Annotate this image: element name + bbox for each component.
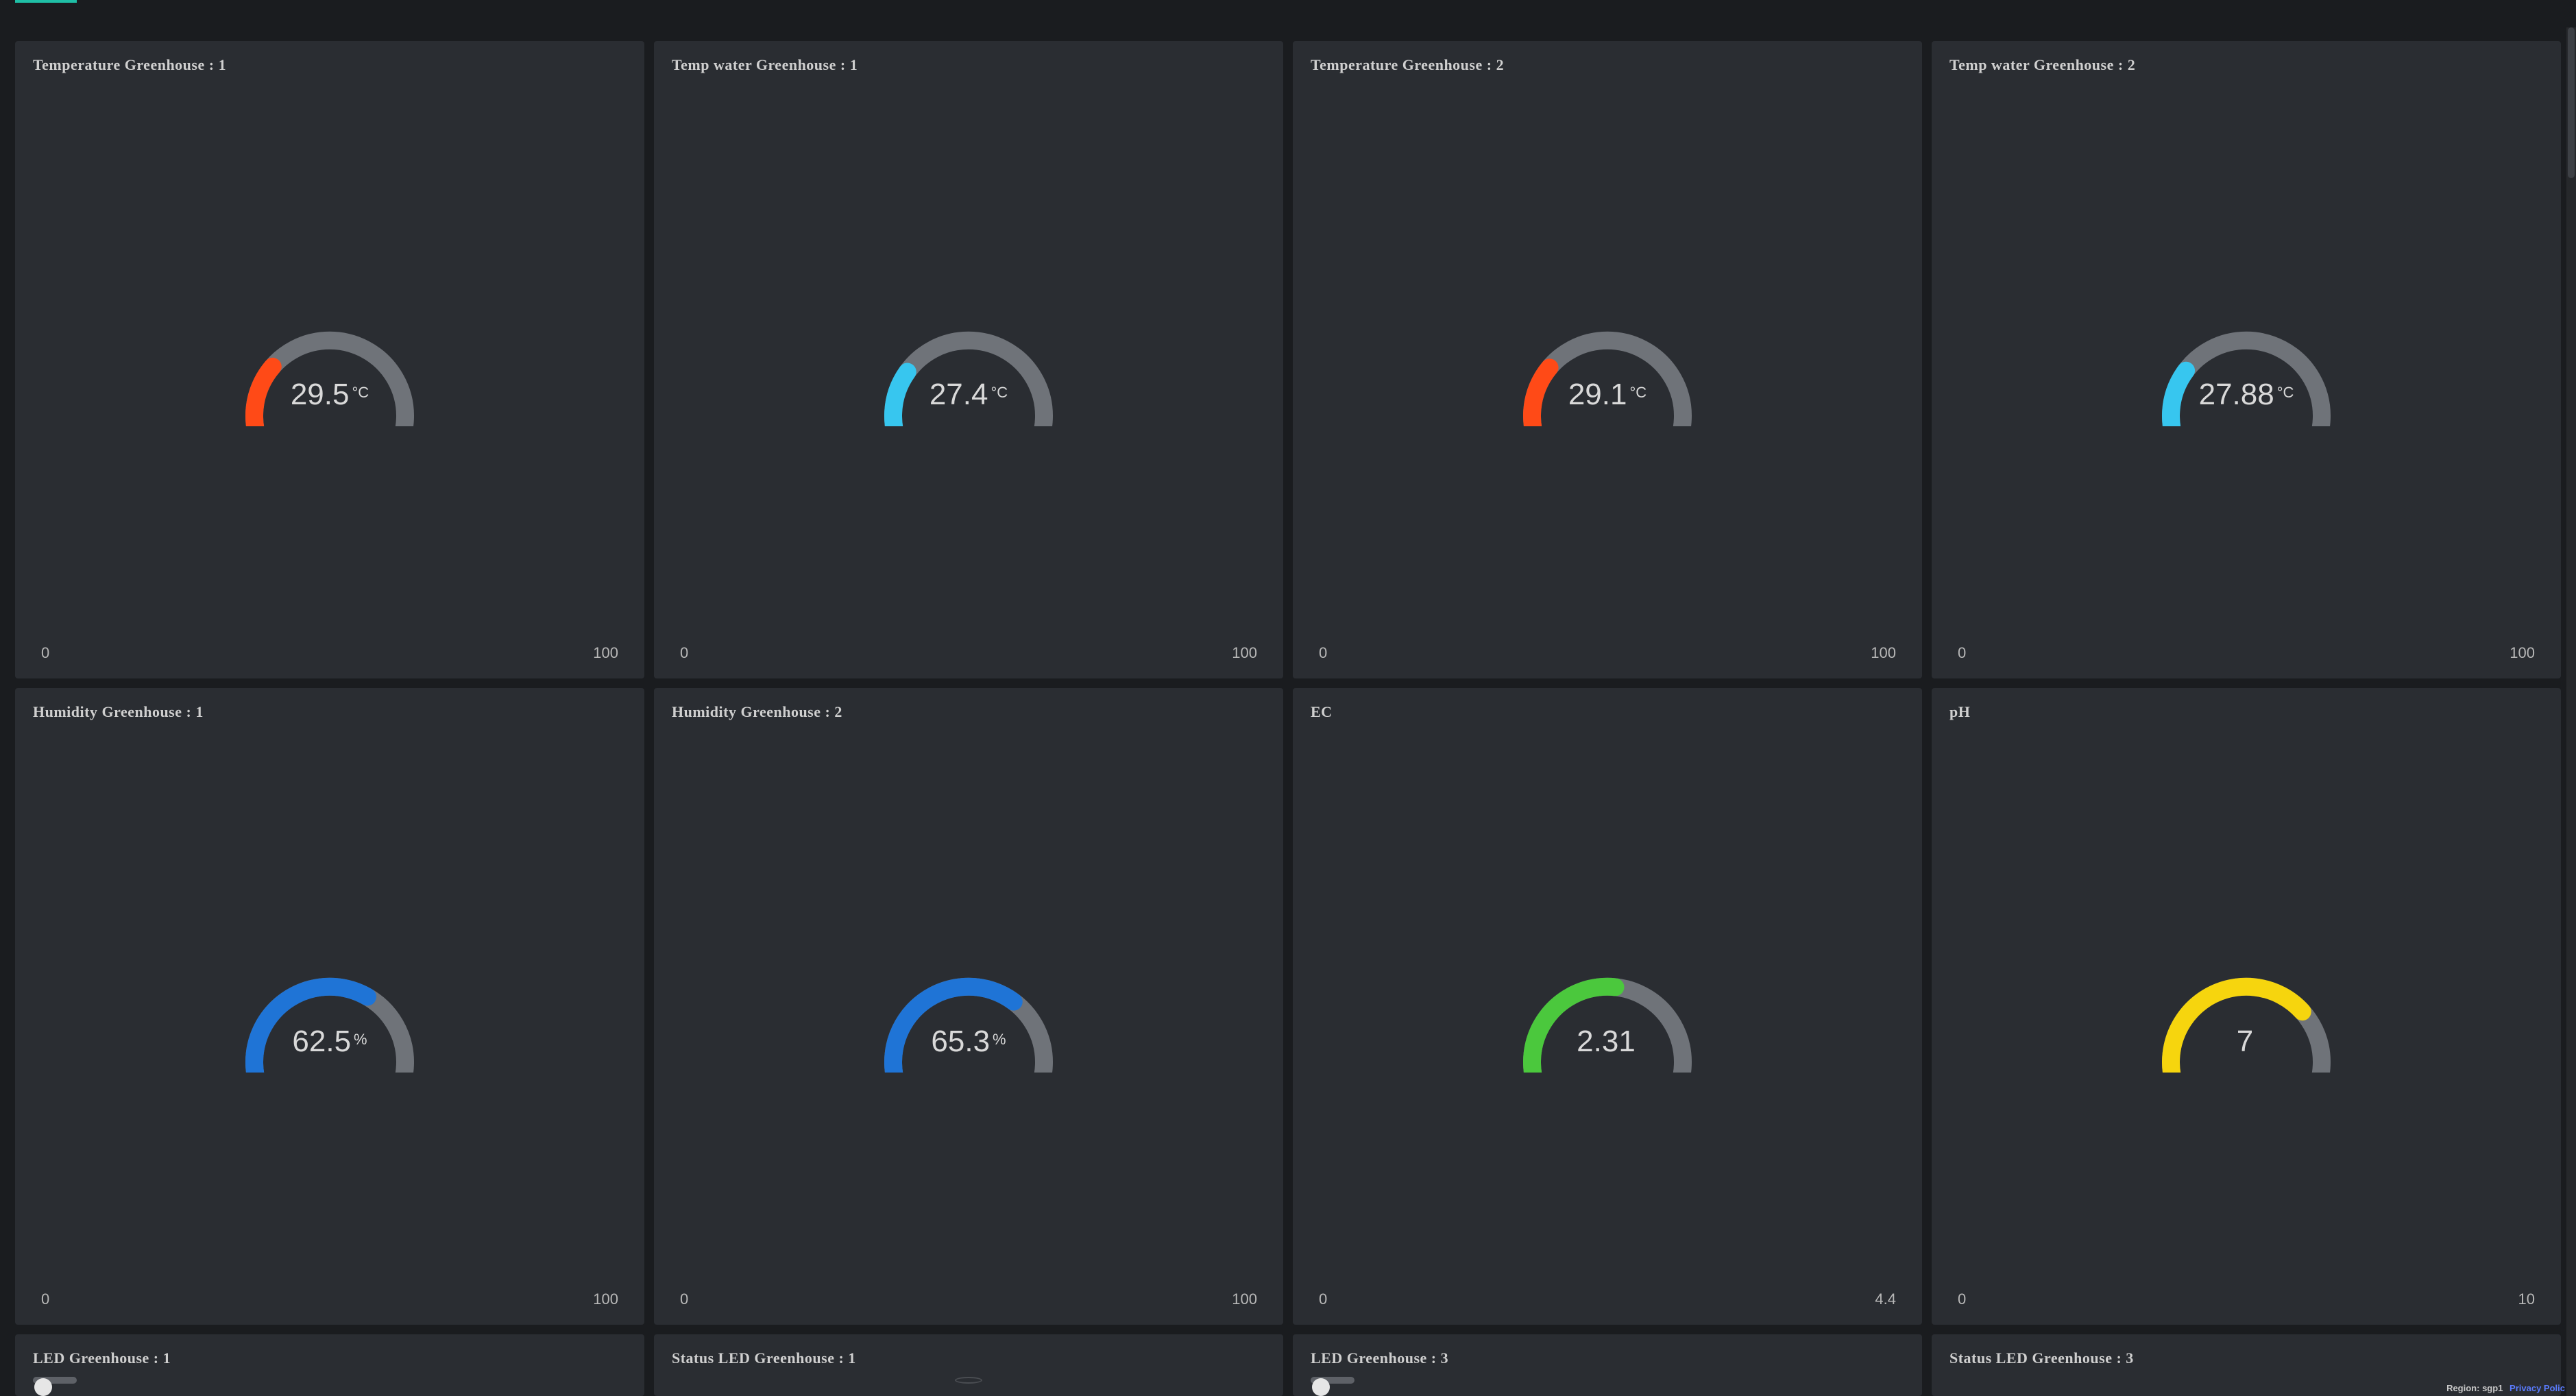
scale-max: 100 [1871, 644, 1896, 662]
panel-title: Status LED Greenhouse : 3 [1949, 1349, 2543, 1367]
panel-hum-gh1: Humidity Greenhouse : 1 62.5 % 0 100 [15, 688, 644, 1325]
scale-min: 0 [1319, 1290, 1327, 1308]
gauge-number: 65.3 [931, 1025, 990, 1059]
gauge-unit: °C [991, 384, 1008, 402]
panel-ph: pH 7 0 10 [1932, 688, 2561, 1325]
led-toggle[interactable] [33, 1377, 77, 1384]
scale-min: 0 [1319, 644, 1327, 662]
panel-title: Temp water Greenhouse : 1 [672, 56, 1265, 74]
scale-min: 0 [41, 644, 49, 662]
gauge-scale: 0 10 [1949, 1290, 2543, 1312]
region-label: Region: [2446, 1383, 2479, 1393]
gauge-number: 29.1 [1568, 378, 1627, 412]
gauge-unit: °C [352, 384, 369, 402]
scale-min: 0 [680, 644, 688, 662]
gauge: 65.3 % [672, 725, 1265, 1291]
scale-max: 4.4 [1875, 1290, 1896, 1308]
gauge-unit: % [993, 1031, 1006, 1049]
gauge-value: 27.88 °C [2199, 378, 2294, 412]
panel-status-led-gh1: Status LED Greenhouse : 1 [654, 1334, 1283, 1396]
gauge-scale: 0 4.4 [1311, 1290, 1904, 1312]
panel-title: EC [1311, 703, 1904, 721]
gauge-unit: °C [1629, 384, 1647, 402]
gauge-scale: 0 100 [33, 1290, 627, 1312]
toggle-knob [1312, 1378, 1330, 1396]
panel-hum-gh2: Humidity Greenhouse : 2 65.3 % 0 100 [654, 688, 1283, 1325]
gauge-unit: °C [2277, 384, 2294, 402]
gauge-number: 2.31 [1577, 1025, 1636, 1059]
gauge-value: 2.31 [1577, 1025, 1638, 1059]
footer: Region: sgp1 Privacy Polic [2446, 1383, 2565, 1393]
dashboard-app: Temperature Greenhouse : 1 29.5 °C 0 100… [0, 0, 2576, 1396]
scrollbar[interactable] [2566, 27, 2576, 1396]
gauge-number: 27.88 [2199, 378, 2274, 412]
panel-title: Temperature Greenhouse : 2 [1311, 56, 1904, 74]
scale-max: 100 [1232, 1290, 1257, 1308]
scale-max: 100 [2510, 644, 2535, 662]
gauge-value: 27.4 °C [929, 378, 1008, 412]
gauge-scale: 0 100 [672, 644, 1265, 666]
gauge-scale: 0 100 [672, 1290, 1265, 1312]
panel-title: LED Greenhouse : 1 [33, 1349, 627, 1367]
panel-tempwater-gh1: Temp water Greenhouse : 1 27.4 °C 0 100 [654, 41, 1283, 678]
gauge-value: 62.5 % [292, 1025, 367, 1059]
panel-led-gh1: LED Greenhouse : 1 [15, 1334, 644, 1396]
scale-max: 100 [593, 1290, 618, 1308]
gauge: 7 [1949, 725, 2543, 1291]
region-value: sgp1 [2482, 1383, 2503, 1393]
privacy-link[interactable]: Privacy Polic [2510, 1383, 2565, 1393]
gauge-scale: 0 100 [1311, 644, 1904, 666]
panel-title: Humidity Greenhouse : 2 [672, 703, 1265, 721]
scale-max: 100 [1232, 644, 1257, 662]
scale-min: 0 [41, 1290, 49, 1308]
scale-min: 0 [680, 1290, 688, 1308]
toggle-knob [34, 1378, 52, 1396]
gauge-value: 29.1 °C [1568, 378, 1647, 412]
panel-led-gh3: LED Greenhouse : 3 [1293, 1334, 1922, 1396]
gauge-number: 62.5 [292, 1025, 351, 1059]
dashboard-grid: Temperature Greenhouse : 1 29.5 °C 0 100… [15, 41, 2561, 1396]
status-indicator [955, 1377, 982, 1384]
panel-ec: EC 2.31 0 4.4 [1293, 688, 1922, 1325]
gauge-scale: 0 100 [1949, 644, 2543, 666]
accent-bar [15, 0, 77, 3]
scrollbar-thumb[interactable] [2568, 27, 2575, 178]
gauge: 2.31 [1311, 725, 1904, 1291]
gauge: 29.1 °C [1311, 78, 1904, 644]
panel-title: LED Greenhouse : 3 [1311, 1349, 1904, 1367]
scale-max: 10 [2518, 1290, 2535, 1308]
scale-min: 0 [1958, 644, 1966, 662]
gauge-value: 65.3 % [931, 1025, 1006, 1059]
gauge-value: 7 [2237, 1025, 2256, 1059]
gauge-number: 7 [2237, 1025, 2253, 1059]
panel-title: Temp water Greenhouse : 2 [1949, 56, 2543, 74]
gauge-value: 29.5 °C [291, 378, 369, 412]
led-toggle[interactable] [1311, 1377, 1354, 1384]
panel-title: Status LED Greenhouse : 1 [672, 1349, 1265, 1367]
gauge: 27.88 °C [1949, 78, 2543, 644]
panel-temp-gh1: Temperature Greenhouse : 1 29.5 °C 0 100 [15, 41, 644, 678]
gauge-number: 27.4 [929, 378, 988, 412]
gauge: 27.4 °C [672, 78, 1265, 644]
gauge-scale: 0 100 [33, 644, 627, 666]
gauge: 29.5 °C [33, 78, 627, 644]
panel-title: Humidity Greenhouse : 1 [33, 703, 627, 721]
panel-temp-gh2: Temperature Greenhouse : 2 29.1 °C 0 100 [1293, 41, 1922, 678]
scale-min: 0 [1958, 1290, 1966, 1308]
panel-title: pH [1949, 703, 2543, 721]
gauge-unit: % [354, 1031, 367, 1049]
scale-max: 100 [593, 644, 618, 662]
gauge-number: 29.5 [291, 378, 350, 412]
panel-tempwater-gh2: Temp water Greenhouse : 2 27.88 °C 0 100 [1932, 41, 2561, 678]
panel-title: Temperature Greenhouse : 1 [33, 56, 627, 74]
gauge: 62.5 % [33, 725, 627, 1291]
